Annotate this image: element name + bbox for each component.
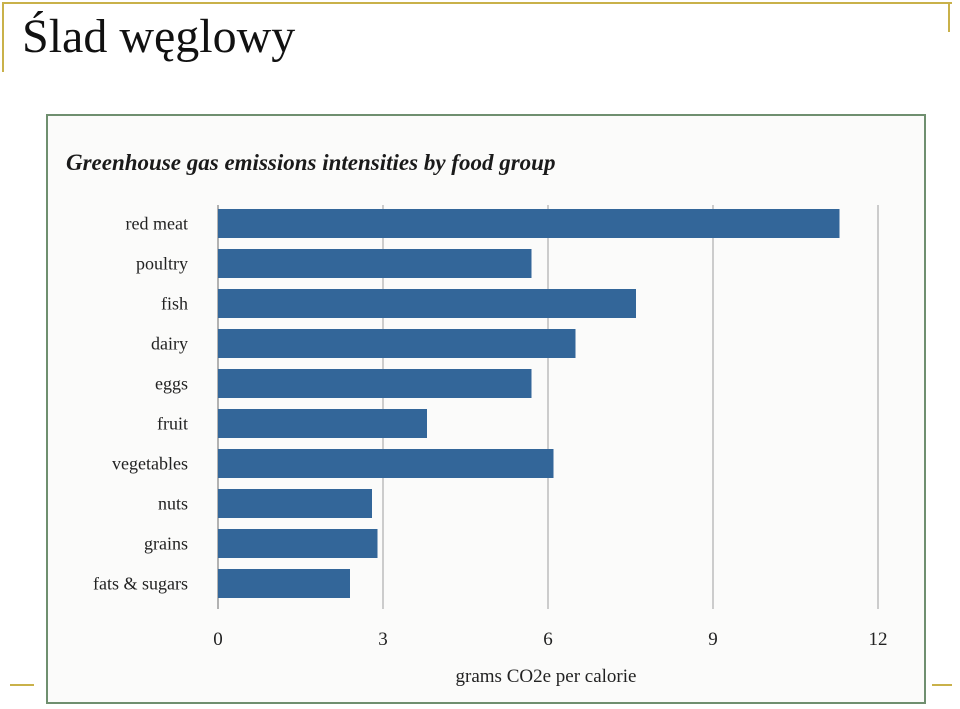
category-labels: red meat poultry fish dairy eggs fruit vegetab… (93, 214, 188, 594)
bar (218, 289, 636, 318)
x-tick-labels: 0 3 6 9 12 (213, 629, 887, 650)
category-label: fish (161, 294, 188, 314)
x-tick-label: 0 (213, 629, 223, 650)
bar-chart: Greenhouse gas emissions intensities by … (66, 150, 888, 687)
slide-title: Ślad węglowy (22, 10, 296, 63)
x-tick-label: 9 (708, 629, 718, 650)
category-label: poultry (136, 254, 188, 274)
category-label: eggs (155, 374, 188, 394)
bottom-right-accent-line (932, 684, 952, 686)
chart-title: Greenhouse gas emissions intensities by … (66, 150, 555, 175)
bar (218, 249, 532, 278)
left-accent-line (2, 2, 4, 72)
bar (218, 369, 532, 398)
bar (218, 409, 427, 438)
category-label: grains (144, 534, 188, 554)
bar (218, 209, 840, 238)
chart-frame: Greenhouse gas emissions intensities by … (46, 114, 926, 704)
right-accent-line (948, 2, 950, 32)
bar (218, 449, 554, 478)
category-label: fruit (157, 414, 188, 434)
category-label: dairy (151, 334, 188, 354)
x-tick-label: 3 (378, 629, 388, 650)
x-tick-label: 12 (869, 629, 888, 650)
x-axis-label: grams CO2e per calorie (456, 666, 637, 687)
bottom-left-accent-line (10, 684, 34, 686)
category-label: fats & sugars (93, 574, 188, 594)
bar (218, 489, 372, 518)
bars (218, 209, 840, 598)
bar (218, 569, 350, 598)
category-label: vegetables (112, 454, 188, 474)
top-accent-line (2, 2, 952, 4)
bar (218, 329, 576, 358)
category-label: red meat (126, 214, 188, 234)
bar (218, 529, 378, 558)
x-tick-label: 6 (543, 629, 553, 650)
category-label: nuts (158, 494, 188, 514)
